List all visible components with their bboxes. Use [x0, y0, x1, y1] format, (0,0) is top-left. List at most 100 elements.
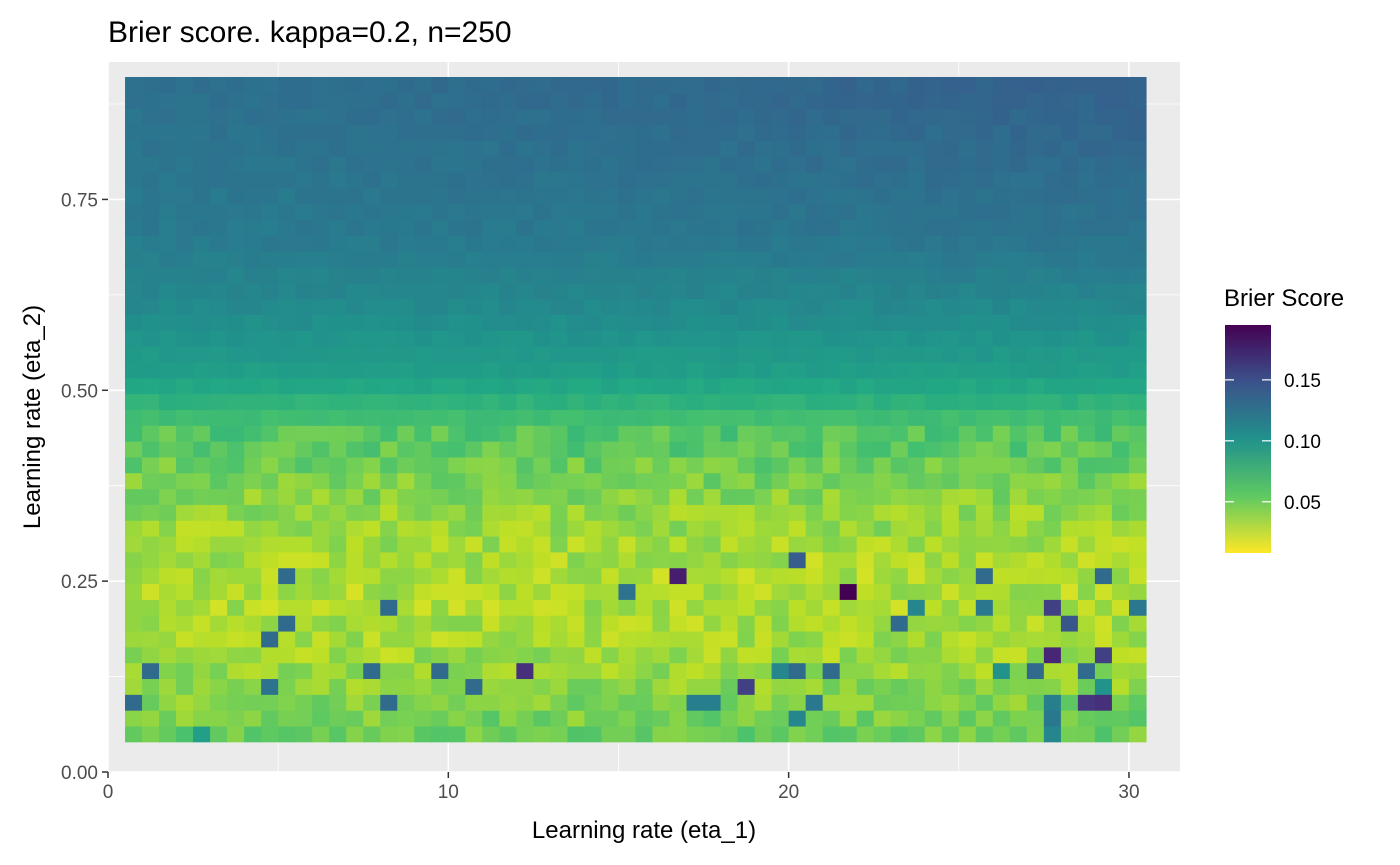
- heatmap-cell: [1128, 346, 1147, 363]
- heatmap-cell: [1128, 615, 1147, 632]
- heatmap-cell: [992, 630, 1011, 648]
- heatmap-cell: [992, 219, 1011, 236]
- heatmap-cell: [737, 646, 756, 664]
- heatmap-cell: [1026, 456, 1045, 474]
- heatmap-cell: [720, 124, 739, 141]
- legend-colorbar: [1225, 325, 1271, 553]
- heatmap-cell: [193, 346, 211, 363]
- heatmap-cell: [176, 567, 194, 585]
- heatmap-cell: [1111, 251, 1130, 268]
- heatmap-cell: [754, 124, 773, 141]
- heatmap-cell: [431, 76, 449, 94]
- heatmap-cell: [550, 520, 569, 537]
- heatmap-cell: [652, 662, 671, 680]
- heatmap-cell: [737, 725, 756, 743]
- heatmap-cell: [499, 646, 517, 664]
- heatmap-cell: [873, 472, 892, 490]
- heatmap-cell: [890, 346, 909, 363]
- heatmap-cell: [516, 282, 534, 300]
- heatmap-cell: [635, 393, 654, 410]
- heatmap-cell: [125, 314, 143, 331]
- heatmap-cell: [329, 504, 347, 521]
- heatmap-cell: [397, 646, 415, 664]
- heatmap-cell: [601, 662, 620, 680]
- heatmap-cell: [941, 266, 960, 284]
- heatmap-cell: [567, 219, 586, 236]
- heatmap-cell: [499, 298, 517, 315]
- heatmap-cell: [125, 520, 143, 537]
- heatmap-cell: [1043, 725, 1062, 743]
- heatmap-cell: [907, 92, 926, 110]
- heatmap-cell: [873, 662, 892, 680]
- heatmap-cell: [380, 203, 398, 221]
- heatmap-cell: [312, 535, 330, 553]
- heatmap-cell: [193, 171, 211, 189]
- heatmap-cell: [1009, 630, 1028, 648]
- heatmap-cell: [771, 377, 790, 395]
- heatmap-cell: [992, 140, 1011, 157]
- heatmap-cell: [414, 124, 432, 141]
- heatmap-cell: [1026, 108, 1045, 126]
- heatmap-cell: [907, 346, 926, 363]
- heatmap-cell: [1111, 456, 1130, 474]
- heatmap-cell: [873, 456, 892, 474]
- heatmap-cell: [414, 92, 432, 110]
- heatmap-cell: [1128, 441, 1147, 458]
- heatmap-cell: [1094, 615, 1113, 632]
- heatmap-cell: [125, 678, 143, 695]
- heatmap-cell: [1077, 108, 1096, 126]
- heatmap-cell: [992, 187, 1011, 205]
- heatmap-cell: [346, 346, 364, 363]
- heatmap-cell: [227, 678, 245, 695]
- heatmap-cell: [244, 187, 262, 205]
- heatmap-cell: [1043, 140, 1062, 157]
- heatmap-cell: [414, 583, 432, 600]
- heatmap-cell: [499, 108, 517, 126]
- heatmap-cell: [499, 346, 517, 363]
- heatmap-cell: [193, 583, 211, 600]
- heatmap-cell: [1043, 266, 1062, 284]
- heatmap-cell: [958, 456, 977, 474]
- heatmap-cell: [516, 171, 534, 189]
- heatmap-cell: [720, 599, 739, 616]
- heatmap-cell: [788, 725, 807, 743]
- heatmap-cell: [431, 409, 449, 426]
- heatmap-cell: [1026, 678, 1045, 695]
- heatmap-cell: [448, 710, 466, 727]
- heatmap-cell: [295, 219, 313, 236]
- heatmap-cell: [737, 441, 756, 458]
- heatmap-cell: [720, 361, 739, 379]
- heatmap-cell: [448, 251, 466, 268]
- heatmap-cell: [380, 187, 398, 205]
- heatmap-cell: [635, 298, 654, 315]
- heatmap-cell: [1009, 646, 1028, 664]
- heatmap-cell: [329, 235, 347, 252]
- heatmap-cell: [482, 219, 500, 236]
- heatmap-cell: [1128, 314, 1147, 331]
- heatmap-cell: [754, 282, 773, 300]
- heatmap-cell: [992, 361, 1011, 379]
- heatmap-cell: [210, 456, 228, 474]
- heatmap-cell: [652, 266, 671, 284]
- heatmap-cell: [516, 361, 534, 379]
- heatmap-cell: [788, 92, 807, 110]
- heatmap-cell: [261, 456, 279, 474]
- heatmap-cell: [499, 393, 517, 410]
- heatmap-cell: [499, 694, 517, 711]
- heatmap-cell: [227, 551, 245, 569]
- heatmap-cell: [737, 361, 756, 379]
- heatmap-cell: [1111, 615, 1130, 632]
- heatmap-cell: [754, 140, 773, 157]
- heatmap-cell: [1043, 583, 1062, 600]
- heatmap-cell: [805, 314, 824, 331]
- heatmap-cell: [431, 108, 449, 126]
- heatmap-cell: [839, 630, 858, 648]
- heatmap-cell: [584, 203, 603, 221]
- heatmap-cell: [397, 92, 415, 110]
- heatmap-cell: [1026, 441, 1045, 458]
- heatmap-cell: [329, 662, 347, 680]
- heatmap-cell: [703, 377, 722, 395]
- heatmap-cell: [482, 377, 500, 395]
- heatmap-cell: [312, 725, 330, 743]
- heatmap-cell: [312, 520, 330, 537]
